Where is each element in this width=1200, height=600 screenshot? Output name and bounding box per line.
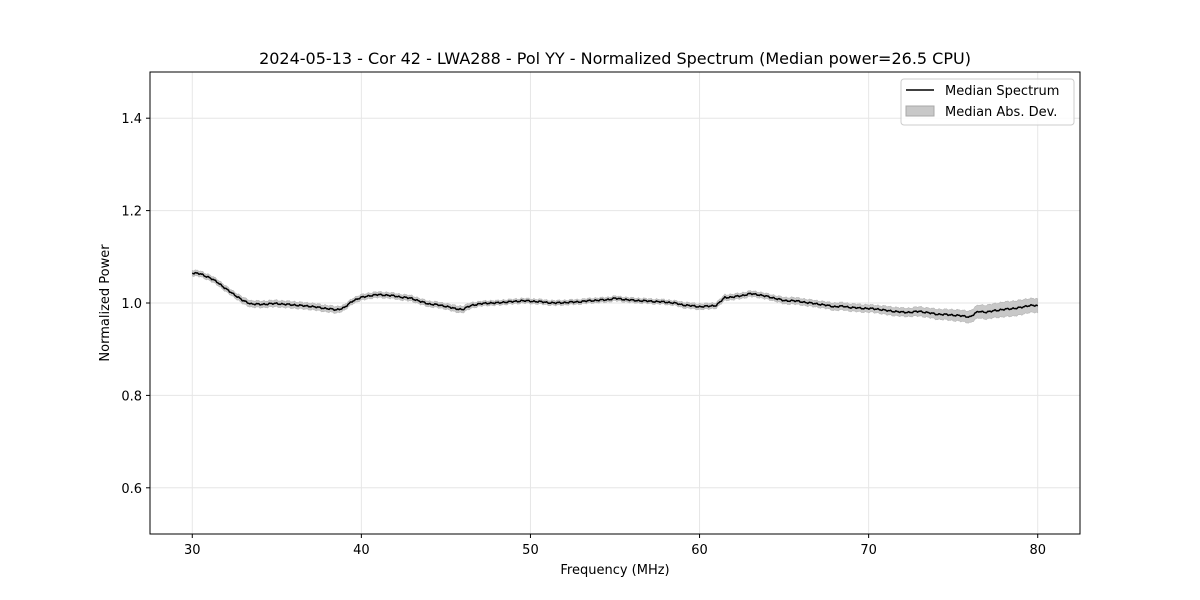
y-tick-label: 1.0 (121, 297, 142, 312)
y-tick-label: 0.6 (121, 482, 142, 497)
x-tick-label: 30 (184, 543, 201, 558)
legend: Median Spectrum Median Abs. Dev. (901, 79, 1074, 125)
x-tick-label: 60 (691, 543, 708, 558)
y-axis-label: Normalized Power (98, 244, 113, 362)
y-tick-label: 0.8 (121, 389, 142, 404)
x-tick-label: 70 (860, 543, 877, 558)
y-tick-label: 1.4 (121, 112, 142, 127)
legend-band-swatch (906, 106, 934, 116)
x-tick-label: 50 (522, 543, 539, 558)
legend-label-median-abs-dev: Median Abs. Dev. (945, 105, 1057, 120)
x-tick-label: 40 (353, 543, 370, 558)
x-tick-label: 80 (1029, 543, 1046, 558)
x-axis-label: Frequency (MHz) (560, 563, 669, 578)
legend-label-median-spectrum: Median Spectrum (945, 84, 1059, 99)
y-tick-label: 1.2 (121, 205, 142, 220)
chart-title: 2024-05-13 - Cor 42 - LWA288 - Pol YY - … (259, 49, 971, 68)
